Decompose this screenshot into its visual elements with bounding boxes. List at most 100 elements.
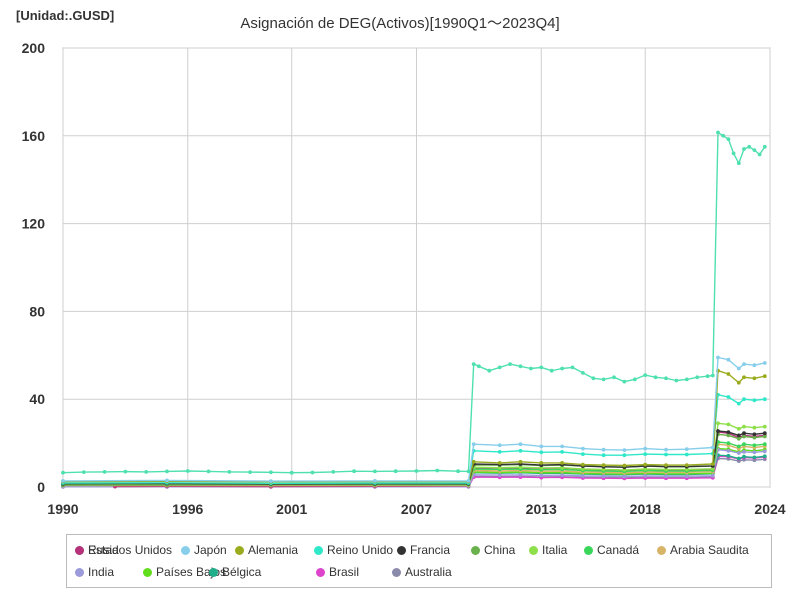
data-point bbox=[736, 401, 741, 406]
data-point bbox=[762, 374, 767, 379]
data-point bbox=[560, 450, 564, 454]
legend-item: Canadá bbox=[584, 543, 639, 557]
legend-swatch bbox=[397, 545, 406, 555]
data-point bbox=[518, 459, 523, 464]
data-point bbox=[762, 434, 767, 439]
legend-swatch bbox=[209, 567, 218, 577]
data-point bbox=[752, 455, 757, 460]
legend-swatch bbox=[584, 545, 593, 555]
data-point bbox=[664, 376, 668, 381]
data-point bbox=[539, 365, 544, 370]
data-point bbox=[601, 377, 606, 382]
y-tick-label: 80 bbox=[29, 303, 45, 319]
legend-swatch bbox=[75, 545, 84, 555]
legend-label: Brasil bbox=[329, 565, 360, 579]
data-point bbox=[726, 357, 731, 362]
data-point bbox=[742, 424, 746, 429]
data-point bbox=[508, 362, 512, 366]
data-point bbox=[752, 450, 757, 455]
data-point bbox=[716, 421, 720, 426]
data-point bbox=[742, 431, 746, 436]
data-point bbox=[393, 469, 398, 474]
data-point bbox=[518, 465, 523, 470]
data-point bbox=[61, 470, 65, 475]
data-point bbox=[664, 467, 668, 472]
data-point bbox=[560, 473, 564, 477]
data-point bbox=[726, 448, 731, 453]
data-point bbox=[622, 448, 627, 452]
data-point bbox=[726, 395, 731, 399]
data-point bbox=[762, 397, 767, 402]
x-tick-label: 2001 bbox=[276, 501, 307, 517]
data-point bbox=[456, 469, 460, 474]
legend-label: Alemania bbox=[248, 543, 299, 557]
data-point bbox=[601, 467, 606, 472]
legend-item: Bélgica bbox=[209, 565, 261, 579]
data-point bbox=[757, 152, 762, 157]
legend-label: Países Bajos bbox=[156, 565, 227, 579]
data-point bbox=[435, 468, 440, 473]
data-point bbox=[752, 432, 757, 437]
data-point bbox=[570, 365, 575, 370]
data-point bbox=[518, 473, 523, 477]
data-point bbox=[726, 433, 731, 438]
data-point bbox=[736, 456, 741, 461]
data-point bbox=[310, 470, 315, 475]
data-point bbox=[622, 468, 627, 472]
legend-swatch bbox=[471, 545, 480, 555]
data-point bbox=[762, 449, 767, 454]
data-point bbox=[653, 375, 658, 380]
data-point bbox=[736, 444, 741, 449]
data-point bbox=[601, 474, 606, 479]
data-point bbox=[206, 469, 211, 474]
legend-swatch bbox=[657, 545, 666, 555]
data-point bbox=[497, 465, 502, 470]
y-tick-label: 120 bbox=[22, 216, 46, 232]
chart-title: Asignación de DEG(Activos)[1990Q1～2023Q4… bbox=[240, 15, 560, 32]
x-tick-label: 2013 bbox=[526, 501, 557, 517]
legend-item: Arabia Saudita bbox=[657, 543, 749, 557]
data-point bbox=[736, 426, 741, 431]
data-point bbox=[123, 469, 128, 474]
data-point bbox=[61, 479, 65, 483]
data-point bbox=[373, 479, 377, 483]
legend-swatch bbox=[181, 545, 190, 555]
data-point bbox=[752, 363, 757, 368]
data-point bbox=[269, 479, 273, 483]
data-point bbox=[736, 161, 741, 166]
data-point bbox=[742, 450, 746, 454]
data-point bbox=[601, 447, 606, 452]
data-point bbox=[581, 474, 585, 478]
data-point bbox=[539, 450, 544, 455]
data-point bbox=[736, 380, 741, 385]
data-point bbox=[549, 368, 554, 373]
data-point bbox=[373, 469, 377, 474]
legend-label: Japón bbox=[194, 543, 227, 557]
data-point bbox=[742, 442, 746, 447]
data-point bbox=[539, 473, 544, 478]
y-tick-label: 200 bbox=[22, 40, 46, 56]
legend-item: Rusia bbox=[75, 543, 119, 557]
data-point bbox=[716, 429, 720, 433]
data-point bbox=[497, 443, 502, 448]
data-point bbox=[731, 151, 736, 156]
legend-item: Reino Unido bbox=[314, 543, 393, 557]
data-point bbox=[643, 446, 648, 451]
data-point bbox=[497, 473, 502, 477]
data-point bbox=[248, 470, 253, 474]
data-point bbox=[102, 470, 107, 474]
legend-swatch bbox=[235, 545, 244, 555]
data-point bbox=[539, 461, 544, 465]
data-point bbox=[664, 463, 668, 467]
data-point bbox=[352, 469, 356, 474]
legend-label: Estados Unidos bbox=[88, 543, 173, 557]
x-tick-label: 1996 bbox=[172, 501, 203, 517]
data-point bbox=[684, 474, 689, 479]
data-point bbox=[165, 469, 169, 474]
legend-label: India bbox=[88, 565, 115, 579]
data-point bbox=[601, 463, 606, 467]
data-point bbox=[601, 453, 606, 458]
data-point bbox=[643, 452, 648, 456]
data-point bbox=[497, 450, 502, 454]
x-tick-label: 2018 bbox=[630, 501, 661, 517]
